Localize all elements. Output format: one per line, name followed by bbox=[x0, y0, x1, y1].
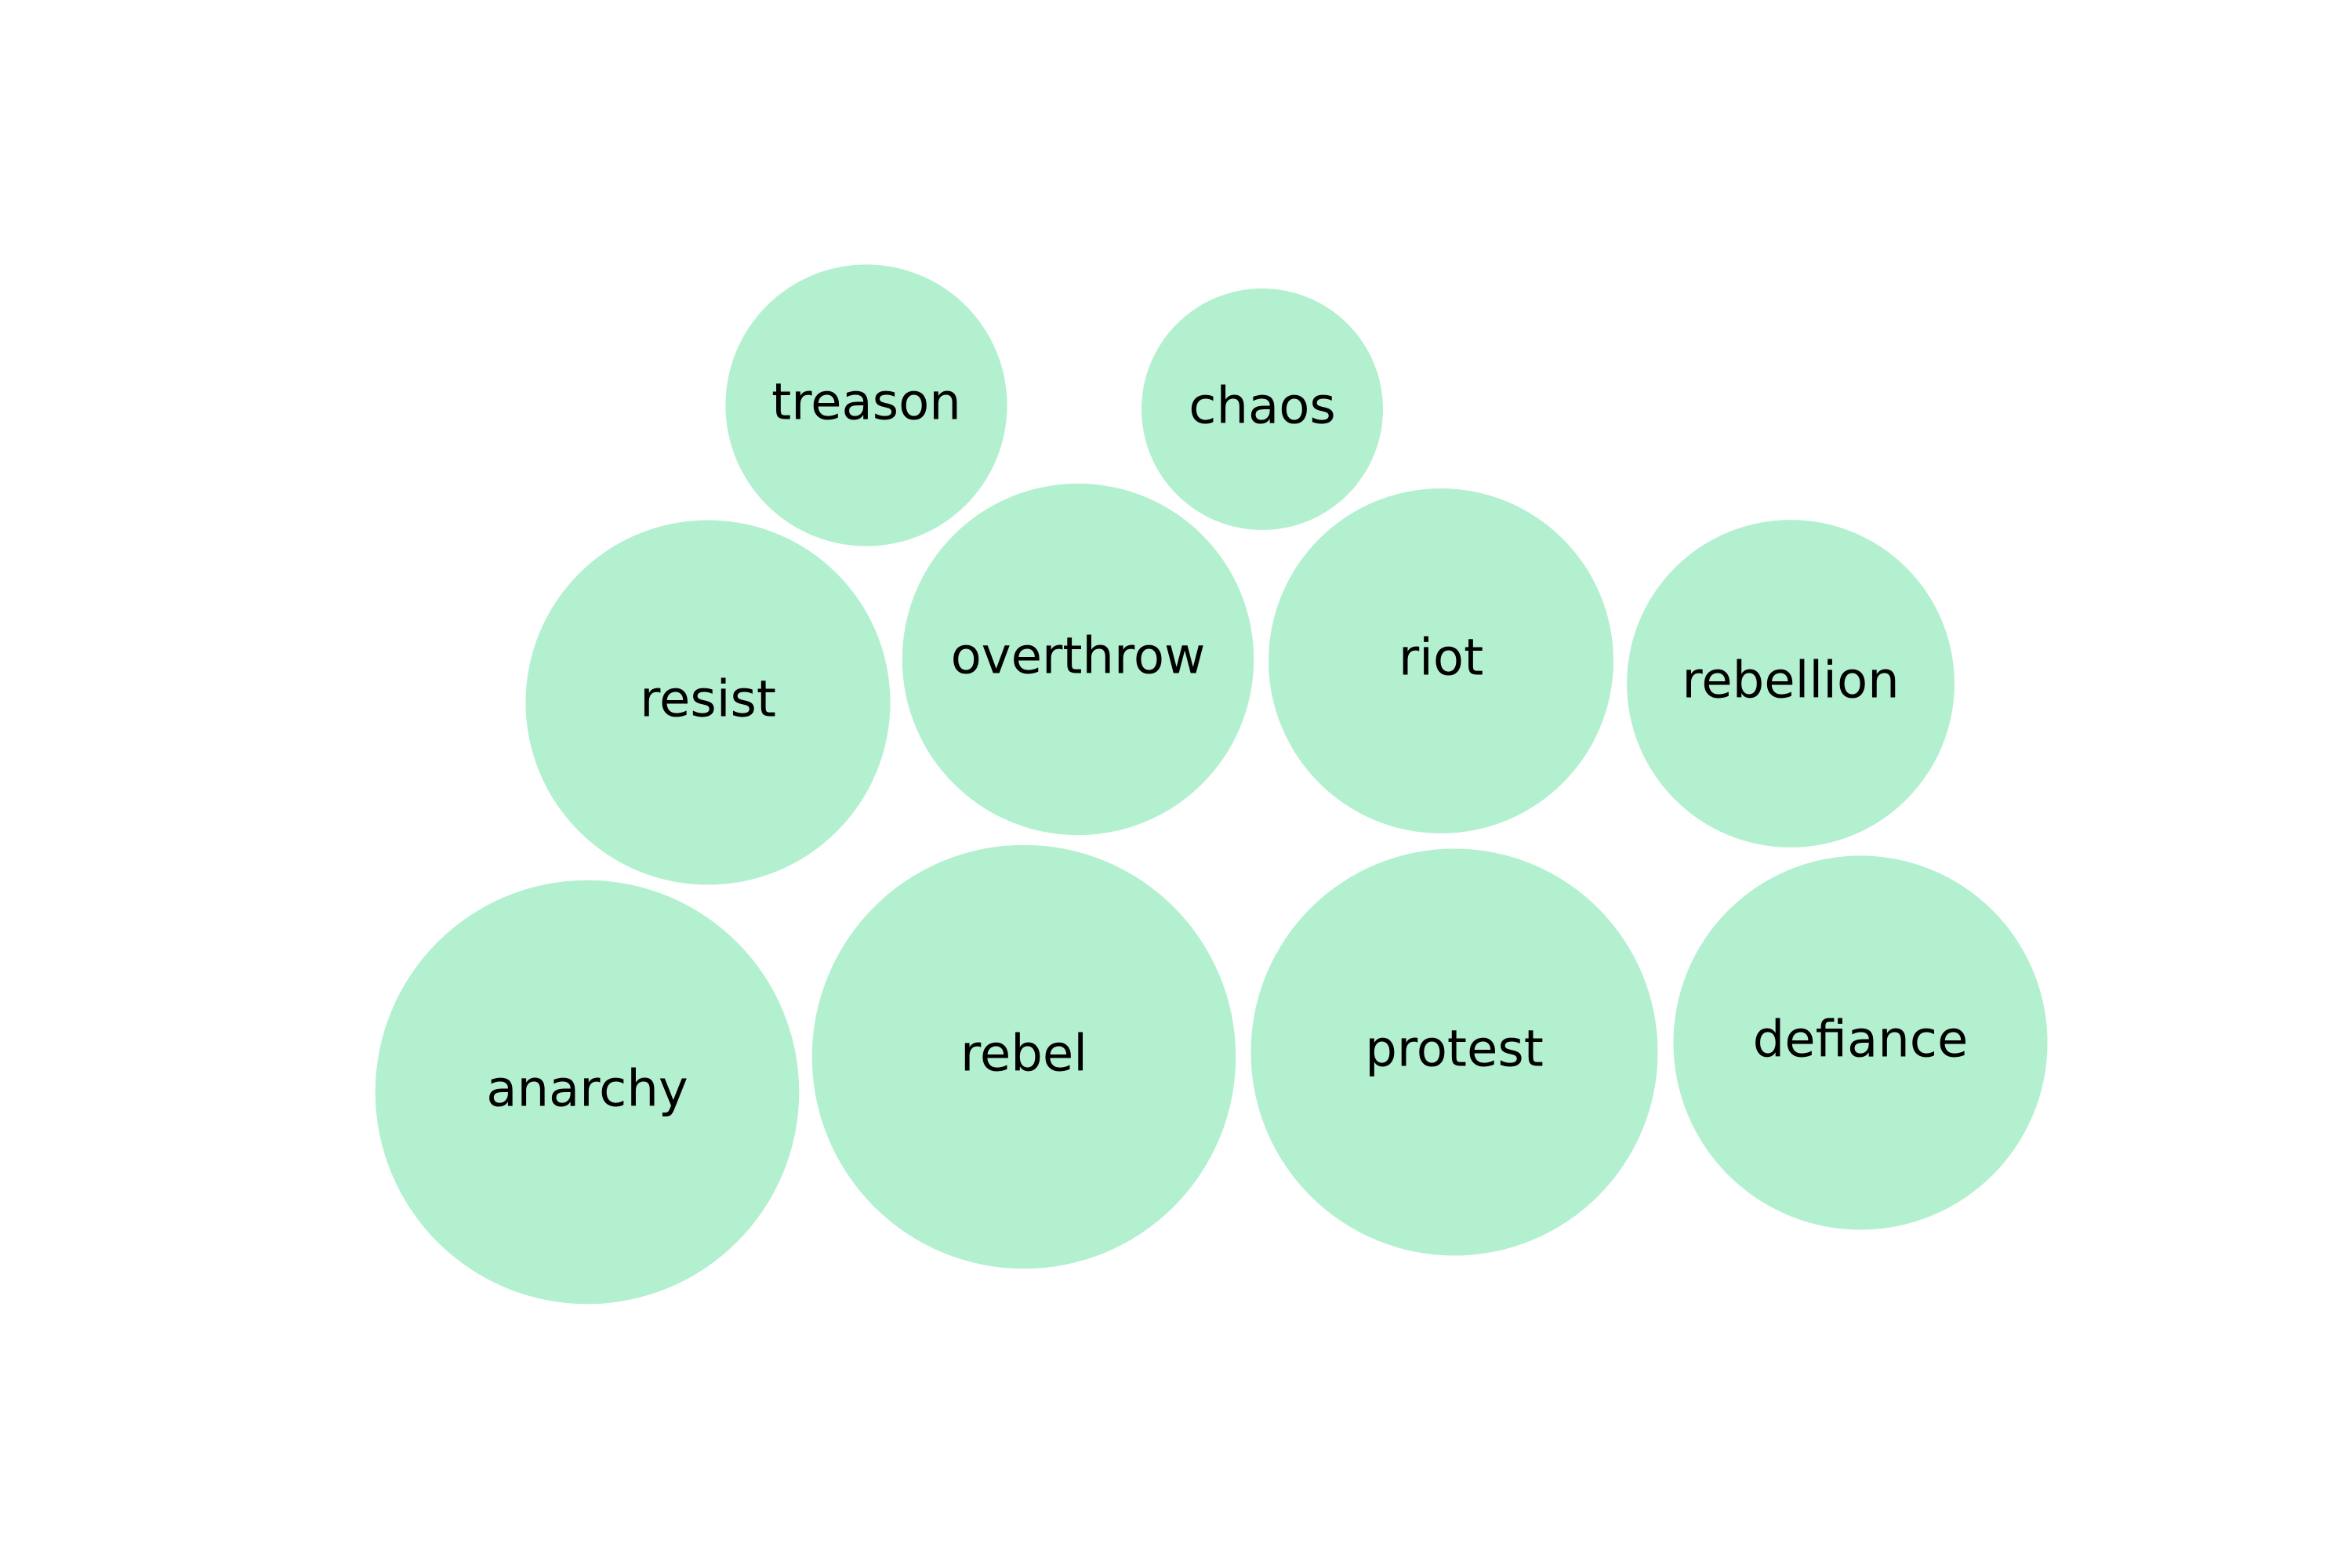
bubble-label-overthrow: overthrow bbox=[951, 628, 1206, 686]
bubble-circle-protest bbox=[1250, 848, 1658, 1256]
bubble-label-resist: resist bbox=[640, 671, 776, 729]
bubble-label-chaos: chaos bbox=[1189, 378, 1335, 436]
bubble-circle-treason bbox=[725, 264, 1007, 546]
bubble-label-anarchy: anarchy bbox=[486, 1061, 688, 1119]
bubble-overthrow: overthrow bbox=[902, 483, 1254, 836]
bubble-rebel: rebel bbox=[811, 844, 1236, 1269]
bubble-circle-resist bbox=[525, 520, 891, 885]
bubble-protest: protest bbox=[1250, 848, 1658, 1256]
bubble-label-protest: protest bbox=[1365, 1021, 1544, 1079]
bubble-label-rebel: rebel bbox=[960, 1025, 1087, 1083]
bubble-defiance: defiance bbox=[1673, 855, 2048, 1230]
bubble-circle-defiance bbox=[1673, 855, 2048, 1230]
bubble-anarchy: anarchy bbox=[375, 880, 800, 1305]
bubble-label-treason: treason bbox=[771, 374, 961, 432]
bubble-circle-anarchy bbox=[375, 880, 800, 1305]
bubble-rebellion: rebellion bbox=[1627, 520, 1955, 848]
bubble-circle-rebellion bbox=[1627, 520, 1955, 848]
bubble-label-rebellion: rebellion bbox=[1682, 652, 1899, 710]
bubble-circle-rebel bbox=[811, 844, 1236, 1269]
bubble-riot: riot bbox=[1269, 488, 1613, 833]
bubble-circle-chaos bbox=[1142, 289, 1383, 530]
bubble-resist: resist bbox=[525, 520, 891, 885]
bubble-circle-overthrow bbox=[902, 483, 1254, 836]
bubble-treason: treason bbox=[725, 264, 1007, 546]
bubble-label-defiance: defiance bbox=[1753, 1011, 1969, 1069]
bubble-label-riot: riot bbox=[1399, 630, 1483, 688]
bubble-chaos: chaos bbox=[1142, 289, 1383, 530]
bubble-circle-riot bbox=[1269, 488, 1613, 833]
